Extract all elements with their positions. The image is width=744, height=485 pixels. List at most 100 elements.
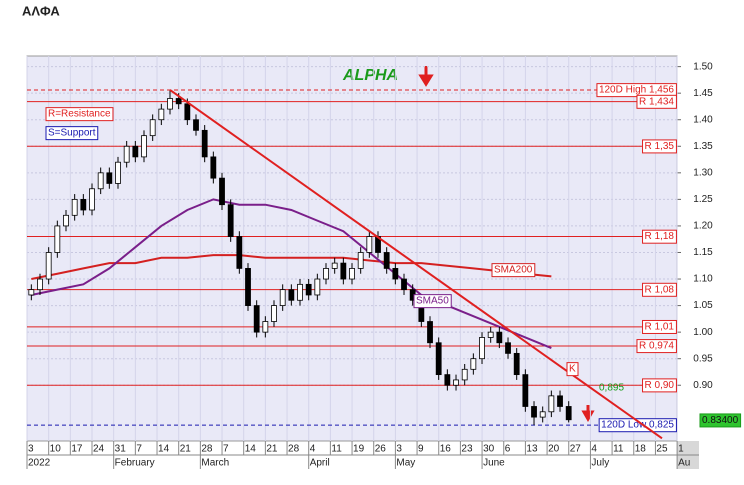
legend-note: R=Resistance: [48, 109, 111, 120]
y-tick-label: 1.15: [693, 247, 713, 258]
candle-body: [357, 252, 364, 269]
candle-body: [557, 395, 563, 407]
y-tick-label: 1.45: [693, 88, 713, 99]
x-tick-label: 25: [656, 444, 668, 455]
y-tick-label: 0.90: [693, 380, 713, 391]
legend-note: S=Support: [48, 128, 96, 139]
x-tick-label: 23: [461, 444, 473, 455]
candle-body: [444, 374, 451, 386]
candle-body: [366, 236, 373, 253]
candle-body: [288, 289, 295, 301]
y-tick-label: 0.95: [693, 353, 713, 364]
trend-line: [169, 89, 663, 440]
candle-body: [487, 331, 494, 338]
candle-body: [219, 177, 225, 206]
level-label: R 0,90: [645, 380, 675, 391]
month-label: Au: [678, 458, 690, 469]
candle-body: [149, 119, 156, 137]
level-label-box: [642, 378, 677, 393]
y-tick-label: 1.25: [693, 194, 713, 205]
x-tick-label: 26: [375, 444, 387, 455]
x-tick-label: 21: [180, 444, 192, 455]
level-label: R 1,08: [645, 284, 675, 295]
x-tick-label: 1: [678, 444, 684, 455]
candle-body: [401, 278, 407, 291]
candle-body: [45, 252, 52, 280]
candle-body: [132, 145, 139, 158]
x-tick-label: 21: [266, 444, 278, 455]
candle-body: [97, 172, 104, 190]
level-label-box: [642, 229, 677, 244]
candle-body: [496, 331, 503, 344]
level-label: R 1,01: [645, 321, 675, 332]
candle-body: [141, 135, 147, 158]
sma-label-box: [491, 263, 536, 278]
x-tick-label: 7: [136, 444, 142, 455]
legend-note-box: [45, 107, 114, 122]
candle-body: [297, 283, 303, 301]
level-label-box: [642, 282, 677, 297]
level-label: R 0,974: [639, 341, 674, 352]
candle-body: [513, 352, 520, 376]
chart-title: ΑΛΦΑ: [22, 3, 60, 18]
y-tick-label: 1.35: [693, 141, 713, 152]
candle-body: [323, 268, 329, 280]
candle-body: [392, 268, 399, 280]
candle-body: [522, 374, 529, 407]
candle-body: [479, 337, 485, 360]
y-tick-label: 1.30: [693, 167, 713, 178]
x-tick-label: 7: [223, 444, 229, 455]
candle-body: [115, 161, 121, 184]
sma-line: [31, 254, 552, 281]
x-tick-label: 28: [288, 444, 300, 455]
candle-body: [271, 305, 277, 322]
x-tick-label: 17: [71, 444, 83, 455]
month-label: March: [201, 458, 229, 469]
level-label: 120D Low 0,825: [601, 420, 674, 431]
candle-body: [340, 262, 347, 280]
candle-body: [236, 236, 243, 269]
candle-body: [175, 98, 182, 105]
marker: K: [569, 364, 576, 375]
level-label-box: [636, 339, 677, 354]
candle-body: [279, 289, 286, 306]
x-tick-label: 20: [548, 444, 560, 455]
x-tick-label: 10: [50, 444, 62, 455]
candle-body: [331, 262, 338, 269]
candle-body: [539, 411, 546, 418]
x-tick-label: 14: [158, 444, 170, 455]
candle-body: [253, 305, 260, 333]
candle-body: [158, 108, 165, 121]
candle-body: [80, 198, 87, 211]
level-label-box: [642, 139, 677, 154]
y-tick-label: 1.05: [693, 300, 713, 311]
candle-body: [305, 283, 312, 296]
level-label: R 1,35: [645, 141, 675, 152]
candle-body: [201, 129, 208, 158]
candle-body: [106, 172, 113, 184]
candle-body: [349, 268, 355, 280]
month-label: July: [591, 458, 609, 469]
month-label: June: [483, 458, 505, 469]
level-label: 120D High 1,456: [599, 85, 674, 96]
candle-body: [37, 278, 43, 291]
x-tick-label: 14: [245, 444, 257, 455]
sma-label: SMA200: [494, 265, 533, 276]
x-tick-label: 24: [93, 444, 105, 455]
candle-body: [210, 156, 217, 179]
legend-note-box: [45, 126, 99, 141]
candle-body: [531, 406, 537, 418]
x-tick-label: 6: [505, 444, 511, 455]
candle-body: [167, 98, 173, 110]
level-label-box: [598, 418, 677, 433]
y-tick-label: 1.20: [693, 221, 713, 232]
candle-body: [54, 225, 61, 253]
y-tick-label: 1.00: [693, 327, 713, 338]
x-tick-label: 4: [310, 444, 316, 455]
candle-body: [427, 321, 433, 344]
candle-body: [89, 188, 95, 211]
candle-body: [548, 395, 555, 413]
y-tick-label: 1.50: [693, 61, 713, 72]
candle-body: [565, 406, 572, 421]
x-tick-label: 19: [353, 444, 365, 455]
